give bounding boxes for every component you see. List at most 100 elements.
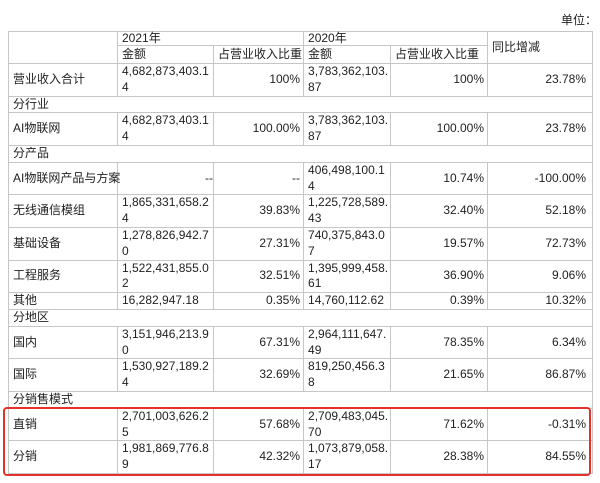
amount-2020: 2,964,111,647.49 <box>308 326 387 357</box>
amount-2021-cell: 1,981,869,776.89 <box>117 440 214 474</box>
ratio-2020: 21.65% <box>390 358 489 392</box>
ratio-2021: 100.00% <box>212 112 305 146</box>
header-row-metrics: 金额 占营业收入比重 金额 占营业收入比重 <box>9 45 593 64</box>
amount-2020: 406,498,100.14 <box>308 162 385 193</box>
amount-2021: 1,530,927,189.24 <box>122 359 209 390</box>
row-label: 国际 <box>8 358 118 392</box>
amount-2020: 3,783,362,103.87 <box>308 64 389 94</box>
amount-2020: 14,760,112.62 <box>308 293 384 308</box>
amount-2020-cell: 3,783,362,103.87 <box>303 112 392 146</box>
amount-2021-cell: 1,530,927,189.24 <box>117 358 214 392</box>
revenue-breakdown-table: 2021年 2020年 同比增减 金额 占营业收入比重 金额 占营业收入比重 营… <box>7 31 594 474</box>
amount-2021-cell: 4,682,873,403.14 <box>117 112 214 146</box>
ratio-2021: 27.31% <box>212 226 305 261</box>
section-label: 分地区 <box>7 308 594 327</box>
amount-2020: 2,709,483,045.70 <box>308 408 389 439</box>
yoy-change: 86.87% <box>487 358 594 392</box>
row-label: AI物联网产品与方案 <box>8 161 120 196</box>
amount-2021-cell: 2,701,003,626.25 <box>117 407 214 442</box>
header-amount-2020: 金额 <box>303 45 392 64</box>
ratio-2021: 57.68% <box>212 407 305 442</box>
amount-2020-cell: 1,073,879,058.17 <box>303 440 392 474</box>
ratio-2020: 100.00% <box>390 112 489 146</box>
table-row: 其他 16,282,947.18 0.35% 14,760,112.62 0.39% 10… <box>8 292 594 310</box>
header-yoy-change: 同比增减 <box>487 31 594 64</box>
amount-2021-cell: -- <box>117 161 214 196</box>
amount-2020-cell: 819,250,456.38 <box>303 358 392 392</box>
ratio-2020: 71.62% <box>390 407 489 442</box>
amount-2021-cell: 1,522,431,855.02 <box>117 259 214 294</box>
amount-2020: 819,250,456.38 <box>308 359 385 390</box>
amount-2020-cell: 406,498,100.14 <box>303 161 392 196</box>
amount-2020: 740,375,843.07 <box>308 227 385 258</box>
table-row: AI物联网 4,682,873,403.14 100.00% 3,783,362,10… <box>8 112 594 146</box>
row-label: 其他 <box>8 292 118 310</box>
amount-2020-cell: 14,760,112.62 <box>303 292 392 310</box>
table-row: 营业收入合计 4,682,873,403.14 100% 3,783,362,103.… <box>8 63 594 97</box>
section-row: 分地区 <box>7 308 594 327</box>
table-row: 工程服务 1,522,431,855.02 32.51% 1,395,999,458.… <box>8 259 594 294</box>
amount-2020-cell: 1,225,728,589.43 <box>303 194 392 228</box>
amount-2021: 3,151,946,213.90 <box>122 326 209 357</box>
amount-2020-cell: 2,709,483,045.70 <box>303 407 392 442</box>
yoy-change: 6.34% <box>487 325 594 360</box>
amount-2020-cell: 1,395,999,458.61 <box>303 259 392 294</box>
section-row: 分产品 <box>7 144 594 163</box>
ratio-2020: 100% <box>390 63 489 97</box>
table-row: 国内 3,151,946,213.90 67.31% 2,964,111,647.49… <box>8 325 594 360</box>
ratio-2020: 36.90% <box>390 259 489 294</box>
ratio-2021: 39.83% <box>212 194 305 228</box>
amount-2020: 1,073,879,058.17 <box>308 441 389 472</box>
yoy-change: 10.32% <box>487 292 594 310</box>
row-label: 基础设备 <box>8 226 118 261</box>
row-label: 分销 <box>8 440 118 474</box>
table-row: AI物联网产品与方案 -- -- 406,498,100.14 10.74% -100.0… <box>8 161 594 196</box>
ratio-2020: 28.38% <box>390 440 489 474</box>
yoy-change: 72.73% <box>487 226 594 261</box>
row-label: 营业收入合计 <box>8 63 118 97</box>
amount-2021-cell: 16,282,947.18 <box>117 292 214 310</box>
ratio-2021: 42.32% <box>212 440 305 474</box>
table-row: 国际 1,530,927,189.24 32.69% 819,250,456.38 21… <box>8 358 594 392</box>
amount-2020-cell: 2,964,111,647.49 <box>303 325 392 360</box>
amount-2020-cell: 3,783,362,103.87 <box>303 63 392 97</box>
amount-2020: 3,783,362,103.87 <box>308 113 389 144</box>
ratio-2020: 19.57% <box>390 226 489 261</box>
yoy-change: 23.78% <box>487 63 594 97</box>
row-label: 工程服务 <box>8 259 118 294</box>
section-label: 分产品 <box>7 144 594 163</box>
amount-2021: 1,981,869,776.89 <box>122 441 209 472</box>
yoy-change: 84.55% <box>487 440 594 474</box>
ratio-2020: 78.35% <box>390 325 489 360</box>
row-label: 无线通信模组 <box>8 194 118 228</box>
header-year-2020: 2020年 <box>303 31 489 46</box>
yoy-change: 52.18% <box>487 194 594 228</box>
amount-2020: 1,395,999,458.61 <box>308 260 389 291</box>
amount-2021-cell: 3,151,946,213.90 <box>117 325 214 360</box>
yoy-change: -0.31% <box>487 407 594 442</box>
section-label: 分行业 <box>7 95 594 114</box>
ratio-2021: 0.35% <box>212 292 305 310</box>
table-row: 直销 2,701,003,626.25 57.68% 2,709,483,045.70… <box>8 407 594 442</box>
section-label: 分销售模式 <box>7 390 594 409</box>
amount-2021: 4,682,873,403.14 <box>122 113 209 144</box>
ratio-2021: 32.51% <box>212 259 305 294</box>
ratio-2020: 32.40% <box>390 194 489 228</box>
section-row: 分行业 <box>7 95 594 114</box>
amount-2021: 16,282,947.18 <box>122 293 199 308</box>
header-row-years: 2021年 2020年 同比增减 <box>8 31 594 64</box>
header-amount-2021: 金额 <box>117 45 214 64</box>
amount-2021-cell: 1,278,826,942.70 <box>117 226 214 261</box>
row-label: AI物联网 <box>8 112 118 146</box>
amount-2021-cell: 4,682,873,403.14 <box>117 63 214 97</box>
amount-2021: 4,682,873,403.14 <box>122 64 209 94</box>
amount-2021: 1,278,826,942.70 <box>122 227 209 258</box>
yoy-change: 23.78% <box>487 112 594 146</box>
section-row: 分销售模式 <box>7 390 594 409</box>
row-label: 直销 <box>8 407 118 442</box>
amount-2021: 1,522,431,855.02 <box>122 260 209 291</box>
amount-2021-cell: 1,865,331,658.24 <box>117 194 214 228</box>
amount-2020: 1,225,728,589.43 <box>308 195 389 226</box>
row-label: 国内 <box>8 325 118 360</box>
header-year-2021: 2021年 <box>116 31 305 46</box>
